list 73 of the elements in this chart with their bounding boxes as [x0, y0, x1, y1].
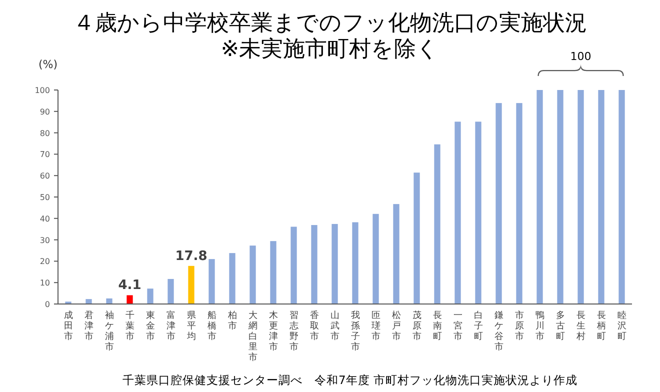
bar: [311, 225, 318, 304]
x-tick-label: 君津市: [84, 310, 94, 342]
bar: [516, 103, 522, 304]
x-tick-label: 袖ケ浦市: [104, 310, 114, 352]
y-tick-label: 10: [40, 278, 50, 288]
x-tick-label: 鎌ケ谷市: [494, 310, 504, 352]
x-tick-label: 一宮市: [453, 311, 462, 342]
y-tick-label: 50: [40, 193, 50, 202]
bar: [126, 295, 133, 304]
bar: [393, 204, 400, 304]
x-tick-label: 白子町: [474, 310, 483, 342]
x-tick-label: 習志野市: [289, 310, 298, 352]
x-tick-label: 柏市: [226, 310, 237, 332]
x-tick-label: 睦沢町: [617, 310, 626, 342]
bar: [578, 90, 584, 304]
x-tick-label: 長生村: [575, 310, 586, 342]
x-tick-label: 富津市: [166, 310, 176, 342]
bar: [454, 122, 461, 304]
x-tick-label: 船橋市: [207, 310, 216, 342]
y-tick-label: 100: [34, 86, 50, 95]
bar: [229, 253, 236, 304]
y-tick-label: 90: [40, 107, 50, 116]
bar: [434, 144, 440, 304]
text: 千葉県口腔保健支援センター調べ 令和7年度 市町村フッ化物洗口実施状況より作成: [122, 373, 578, 387]
x-tick-label: 茂原市: [412, 310, 422, 342]
x-tick-label: 大網白里市: [247, 310, 258, 363]
x-tick-label: 多古町: [556, 310, 565, 342]
bar: [106, 298, 112, 304]
x-tick-label: 松戸市: [392, 310, 401, 342]
bar: [414, 172, 420, 304]
x-tick-label: 匝瑳市: [371, 310, 380, 342]
y-tick-label: 40: [40, 214, 50, 224]
data-label: 17.8: [175, 248, 208, 264]
chart-subtitle: ※未実施市町村を除く: [220, 37, 440, 62]
annotation: 100: [570, 50, 592, 63]
bar: [250, 246, 256, 304]
chart-title: ４歳から中学校卒業までのフッ化物洗口の実施状況: [73, 11, 587, 36]
x-tick-label: 香取市: [310, 310, 319, 342]
x-tick-label: 山武市: [330, 310, 340, 342]
bar: [86, 299, 92, 304]
bar: [598, 90, 604, 304]
y-tick-label: 60: [40, 172, 50, 181]
x-tick-label: 市原市: [514, 310, 524, 342]
x-tick-label: 成田市: [64, 310, 73, 342]
bar: [352, 222, 358, 304]
x-tick-label: 東金市: [146, 310, 155, 342]
x-tick-label: 千葉市: [125, 310, 134, 342]
y-axis-title: (%): [38, 58, 58, 71]
bar: [557, 90, 564, 304]
x-tick-label: 木更津市: [268, 310, 278, 352]
y-tick-label: 70: [40, 150, 50, 160]
y-tick-label: 80: [40, 128, 50, 138]
x-tick-label: 長南町: [432, 310, 442, 342]
bar: [372, 214, 379, 304]
y-tick-label: 20: [40, 257, 50, 266]
bar: [168, 278, 174, 304]
bar: [496, 103, 502, 304]
bar: [270, 241, 276, 304]
x-tick-label: 県平均: [186, 310, 196, 342]
y-tick-label: 30: [40, 236, 50, 245]
bar: [332, 224, 338, 304]
x-tick-label: 長柄町: [596, 310, 606, 342]
data-label: 4.1: [118, 278, 142, 294]
bar: [188, 266, 194, 304]
x-tick-label: 鴨川市: [535, 310, 544, 342]
y-tick-label: 0: [44, 300, 50, 309]
bar: [618, 90, 625, 304]
bar: [147, 288, 154, 304]
x-tick-label: 我孫子市: [350, 310, 360, 352]
bar: [208, 259, 215, 304]
bar: [475, 122, 482, 304]
bar: [536, 90, 543, 304]
bar: [290, 226, 297, 304]
